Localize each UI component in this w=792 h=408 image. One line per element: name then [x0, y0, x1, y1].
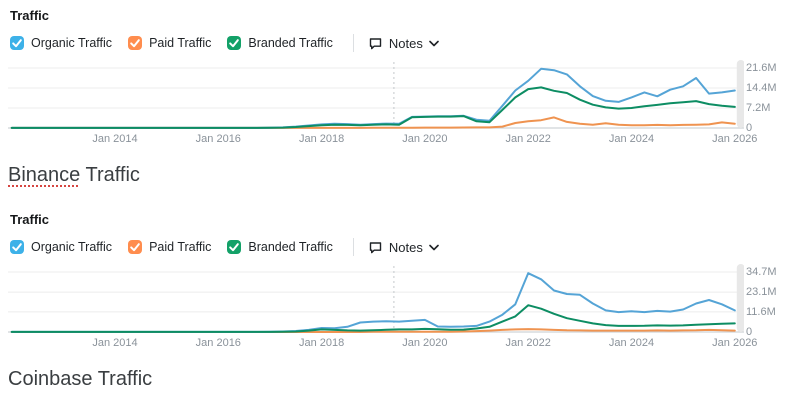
check-icon [130, 39, 140, 48]
legend-item-paid-traffic[interactable]: Paid Traffic [128, 36, 211, 50]
heading-word-binance: Binance [8, 164, 81, 186]
check-icon [229, 243, 240, 252]
x-axis-label: Jan 2016 [195, 133, 241, 145]
x-axis-label: Jan 2024 [608, 337, 655, 349]
legend-label: Paid Traffic [149, 240, 212, 254]
legend-label: Organic Traffic [31, 36, 113, 50]
x-axis-label: Jan 2014 [92, 337, 138, 349]
binance-traffic-chart[interactable] [8, 58, 744, 132]
legend-label: Paid Traffic [149, 36, 212, 50]
heading-word-traffic: Traffic [92, 368, 153, 390]
branded-traffic-checkbox[interactable] [227, 240, 242, 254]
binance-traffic-heading: Binance Traffic [8, 164, 140, 187]
binance-x-axis: Jan 2014 Jan 2016 Jan 2018 Jan 2020 Jan 2022… [0, 133, 792, 147]
y-axis-label: 34.7M [746, 266, 777, 278]
x-axis-label: Jan 2018 [298, 337, 345, 349]
y-axis-label: 11.6M [746, 305, 776, 318]
check-icon [229, 39, 240, 48]
legend-label: Branded Traffic [248, 240, 333, 254]
x-axis-label: Jan 2024 [608, 133, 655, 145]
x-axis-label: Jan 2016 [195, 337, 241, 349]
paid-traffic-checkbox[interactable] [128, 240, 143, 254]
x-axis-label: Jan 2026 [712, 133, 758, 145]
chevron-down-icon [429, 40, 439, 47]
x-axis-label: Jan 2022 [505, 337, 551, 349]
x-axis-label: Jan 2014 [92, 133, 138, 145]
legend-item-branded-traffic[interactable]: Branded Traffic [227, 240, 333, 254]
check-icon [130, 243, 140, 252]
legend-label: Organic Traffic [31, 240, 113, 254]
legend-item-organic-traffic[interactable]: Organic Traffic [10, 240, 112, 254]
x-axis-label: Jan 2022 [505, 133, 551, 145]
notes-bubble-icon [368, 240, 383, 255]
heading-word-traffic: Traffic [80, 164, 140, 186]
notes-bubble-icon [368, 36, 383, 51]
coinbase-traffic-section: Traffic Organic Traffic Paid Traffic Bra… [0, 204, 792, 408]
coinbase-traffic-chart[interactable] [8, 262, 744, 336]
legend-item-organic-traffic[interactable]: Organic Traffic [10, 36, 112, 50]
y-axis-label: 0 [746, 122, 753, 134]
heading-word-coinbase: Coinbase [8, 368, 93, 390]
legend-item-paid-traffic[interactable]: Paid Traffic [128, 240, 211, 254]
legend-divider [352, 34, 354, 52]
binance-y-axis: 21.6M 14.4M 7.2M 0 [746, 58, 792, 134]
chevron-down-icon [429, 244, 439, 251]
notes-label: Notes [388, 35, 423, 51]
legend: Organic Traffic Paid Traffic Branded Tra… [10, 238, 439, 256]
panel-title: Traffic [10, 212, 50, 227]
legend-divider [352, 238, 354, 256]
check-icon [12, 39, 22, 48]
notes-button[interactable]: Notes [368, 36, 439, 51]
x-axis-label: Jan 2020 [402, 337, 448, 349]
notes-label: Notes [388, 239, 423, 255]
legend-item-branded-traffic[interactable]: Branded Traffic [227, 36, 333, 50]
coinbase-traffic-heading: Coinbase Traffic [8, 368, 152, 391]
x-axis-label: Jan 2018 [298, 133, 345, 145]
legend: Organic Traffic Paid Traffic Branded Tra… [10, 34, 439, 52]
branded-traffic-checkbox[interactable] [227, 36, 242, 50]
coinbase-y-axis: 34.7M 23.1M 11.6M 0 [746, 262, 792, 338]
legend-label: Branded Traffic [248, 36, 333, 50]
paid-traffic-checkbox[interactable] [128, 36, 143, 50]
x-axis-label: Jan 2020 [402, 133, 448, 145]
y-axis-label: 23.1M [746, 286, 777, 299]
organic-traffic-checkbox[interactable] [10, 240, 24, 254]
notes-button[interactable]: Notes [368, 240, 439, 255]
panel-title: Traffic [10, 8, 50, 23]
y-axis-label: 14.4M [746, 82, 777, 94]
organic-traffic-checkbox[interactable] [10, 36, 24, 50]
y-axis-label: 21.6M [746, 62, 777, 74]
y-axis-label: 7.2M [746, 102, 771, 114]
check-icon [12, 243, 22, 252]
coinbase-x-axis: Jan 2014 Jan 2016 Jan 2018 Jan 2020 Jan 2022… [0, 337, 792, 351]
binance-traffic-section: Traffic Organic Traffic Paid Traffic Bra… [0, 8, 792, 187]
y-axis-label: 0 [746, 326, 753, 338]
x-axis-label: Jan 2026 [712, 337, 758, 349]
